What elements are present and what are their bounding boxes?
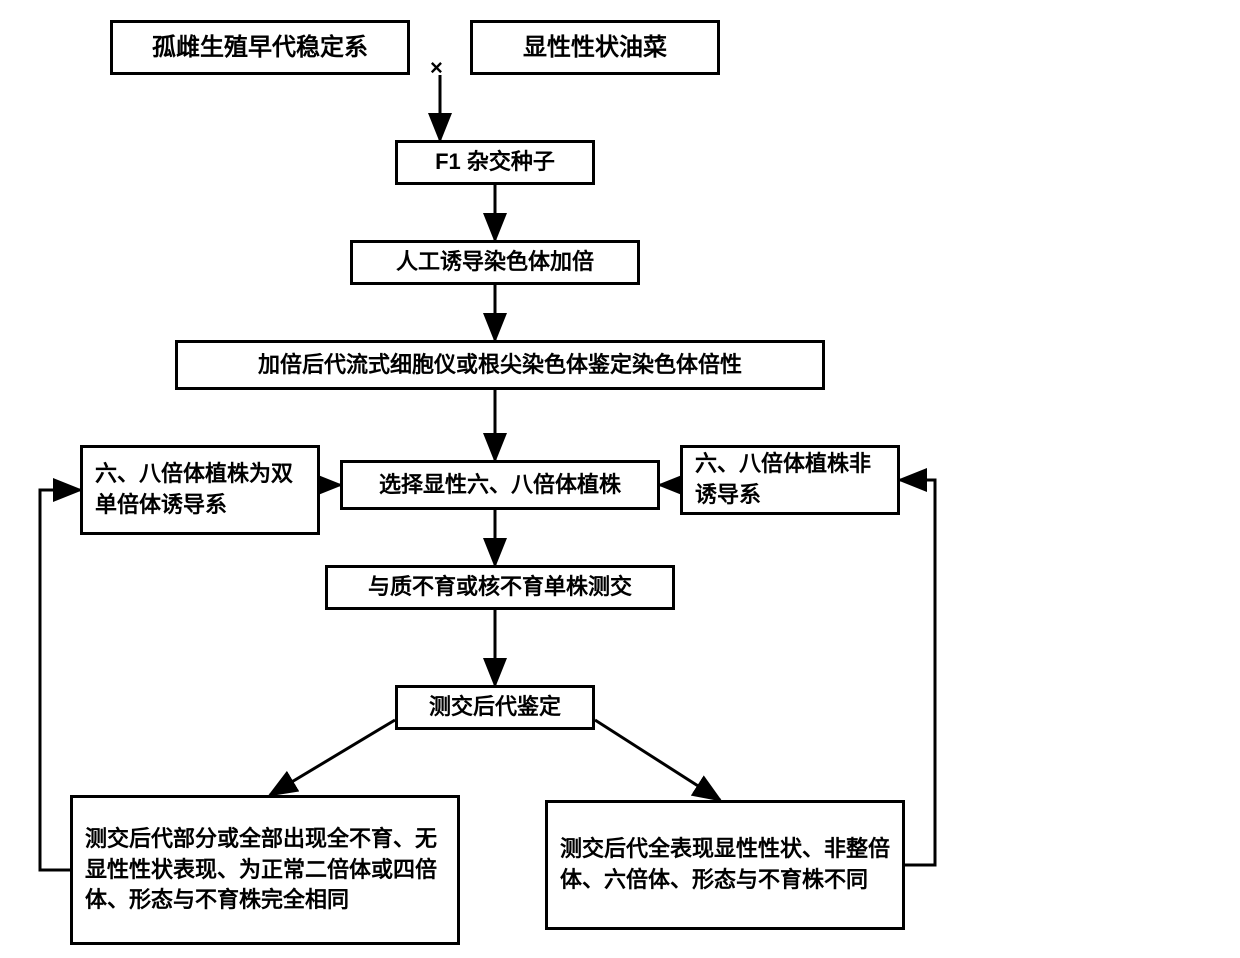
node-left_note: 六、八倍体植株为双单倍体诱导系	[80, 445, 320, 535]
node-result_l: 测交后代部分或全部出现全不育、无显性性状表现、为正常二倍体或四倍体、形态与不育株…	[70, 795, 460, 945]
node-testcross: 与质不育或核不育单株测交	[325, 565, 675, 610]
node-right_note: 六、八倍体植株非诱导系	[680, 445, 900, 515]
node-top_right: 显性性状油菜	[470, 20, 720, 75]
node-induce: 人工诱导染色体加倍	[350, 240, 640, 285]
node-identify: 测交后代鉴定	[395, 685, 595, 730]
node-top_left: 孤雌生殖早代稳定系	[110, 20, 410, 75]
node-f1: F1 杂交种子	[395, 140, 595, 185]
cross-symbol: ×	[430, 55, 443, 81]
node-result_r: 测交后代全表现显性性状、非整倍体、六倍体、形态与不育株不同	[545, 800, 905, 930]
node-ploidy: 加倍后代流式细胞仪或根尖染色体鉴定染色体倍性	[175, 340, 825, 390]
node-select: 选择显性六、八倍体植株	[340, 460, 660, 510]
